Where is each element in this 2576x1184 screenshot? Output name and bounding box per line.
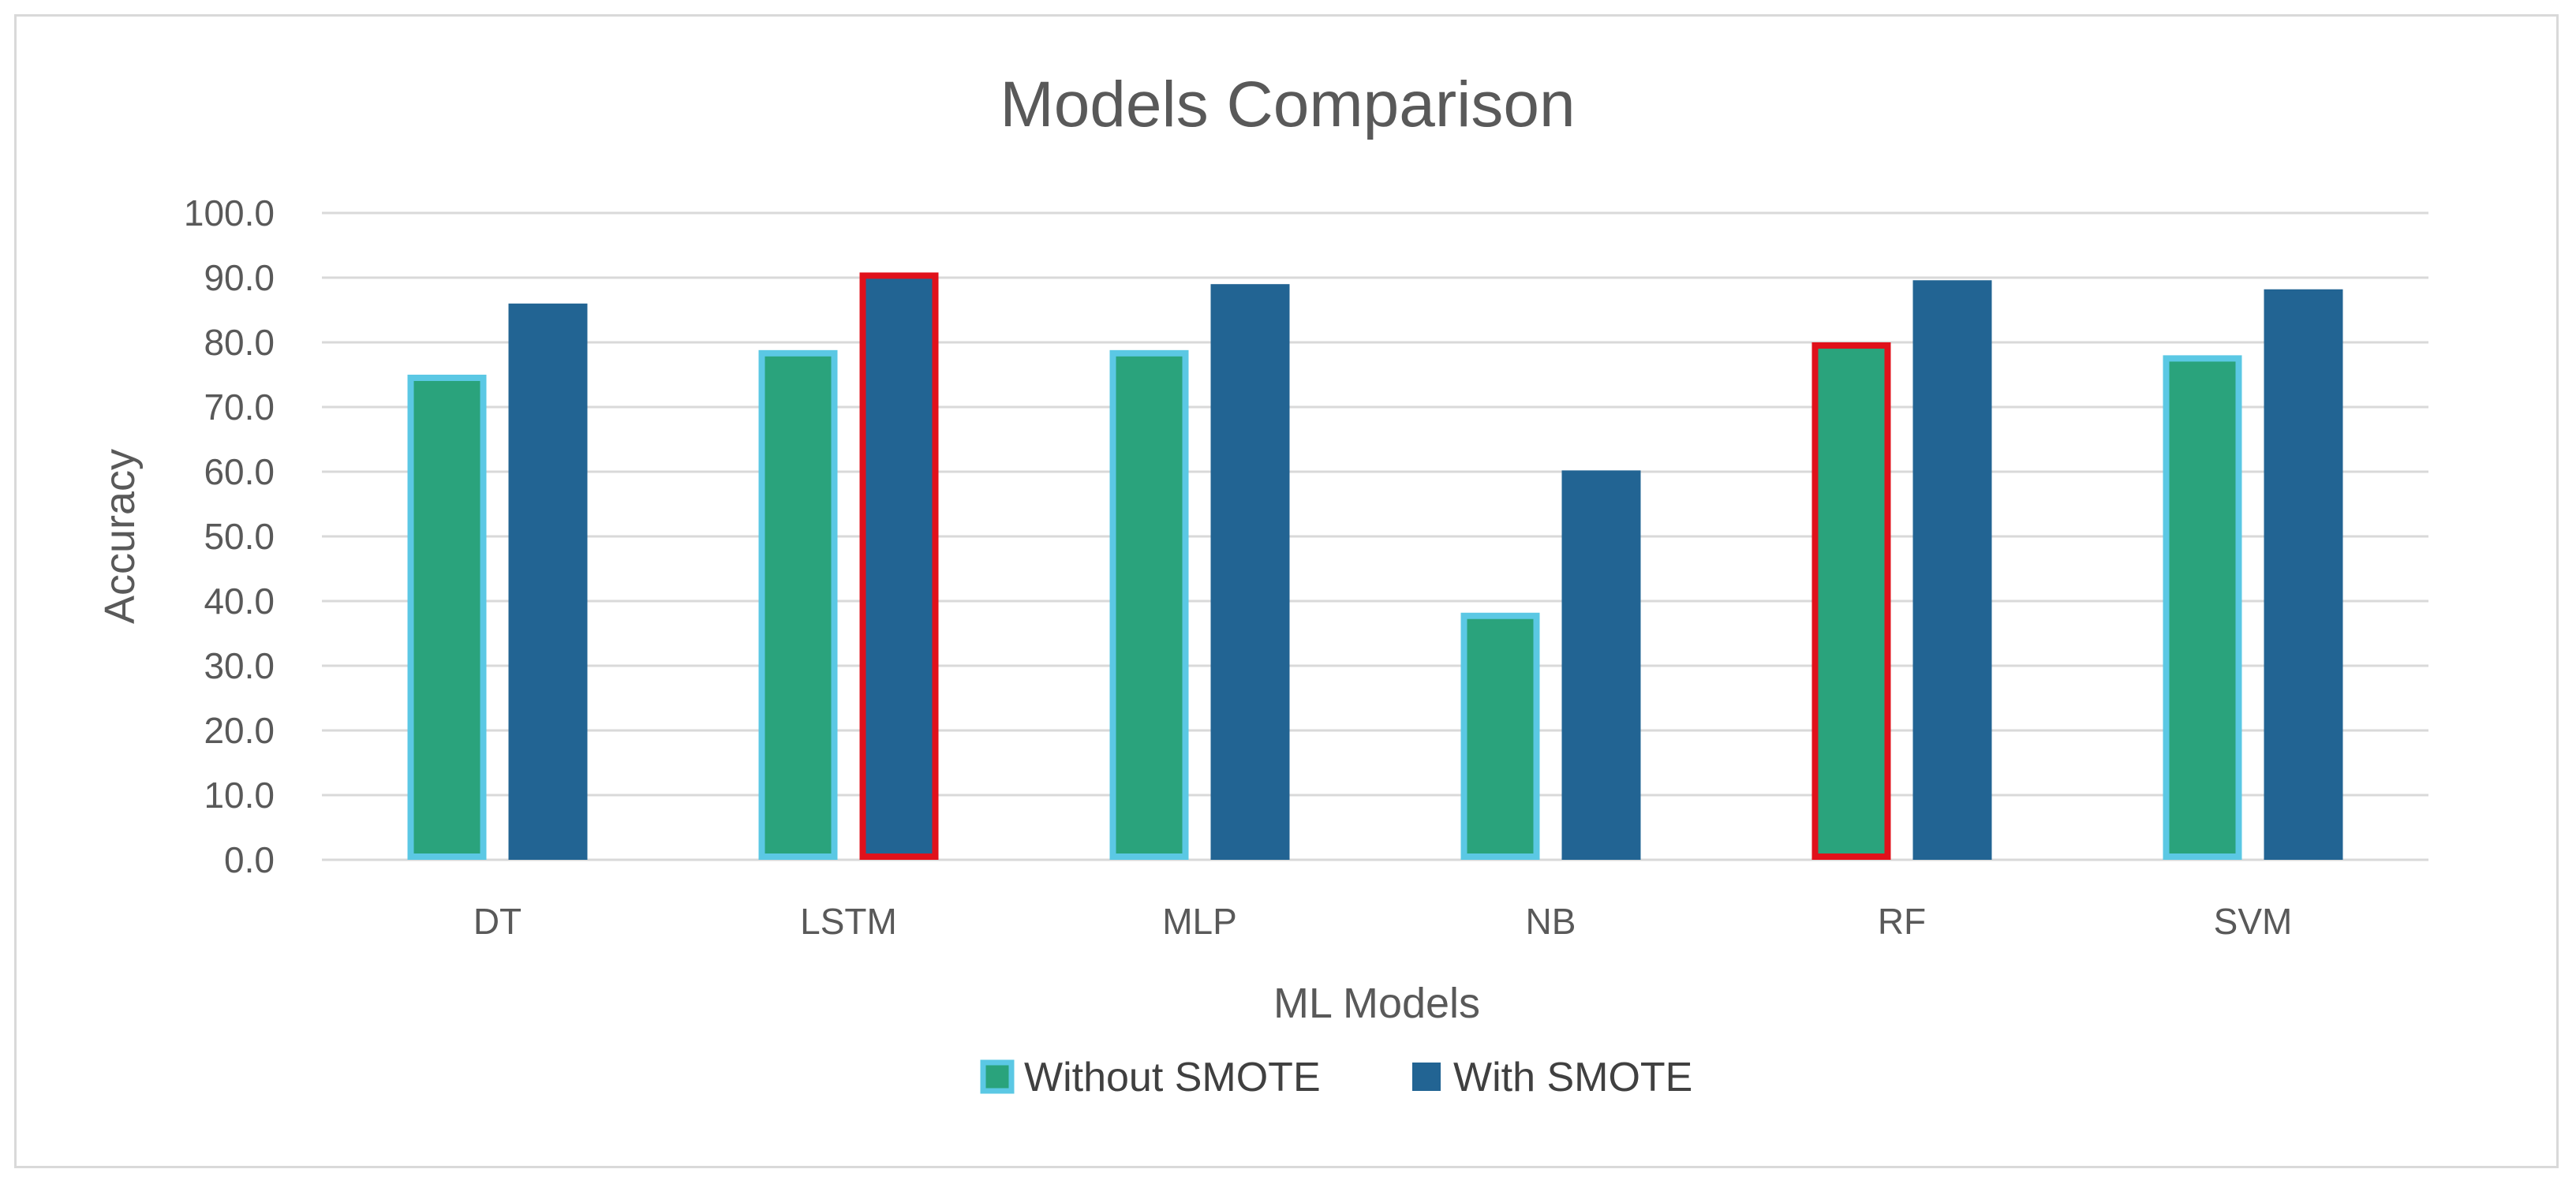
bar-without-smote-dt — [407, 375, 487, 860]
y-tick-label: 100.0 — [184, 192, 275, 233]
y-tick-label: 10.0 — [204, 775, 275, 816]
legend-swatch-with-smote — [1412, 1063, 1441, 1091]
x-tick-label: DT — [473, 901, 522, 942]
chart-title: Models Comparison — [1000, 69, 1575, 140]
bar-without-smote-svm — [2163, 355, 2242, 860]
y-tick-label: 70.0 — [204, 387, 275, 428]
x-tick-label: RF — [1878, 901, 1926, 942]
bar-with-smote-rf — [1912, 280, 1992, 860]
y-tick-label: 20.0 — [204, 710, 275, 751]
x-tick-label: MLP — [1162, 901, 1237, 942]
x-tick-label: SVM — [2214, 901, 2293, 942]
x-tick-label: NB — [1526, 901, 1576, 942]
legend-label-without-smote: Without SMOTE — [1024, 1055, 1321, 1100]
legend-swatch-without-smote — [980, 1059, 1015, 1094]
bar-without-smote-mlp — [1109, 349, 1189, 860]
y-tick-labels: 0.0 10.0 20.0 30.0 40.0 50.0 60.0 70.0 80.0 90.0 1… — [184, 192, 275, 880]
y-tick-label: 80.0 — [204, 322, 275, 363]
x-tick-labels: DT LSTM MLP NB RF SVM — [473, 901, 2293, 942]
y-tick-label: 60.0 — [204, 451, 275, 492]
bar-with-smote-lstm — [859, 272, 939, 860]
bar-with-smote-svm — [2264, 289, 2343, 860]
bars — [407, 272, 2343, 860]
y-tick-label: 50.0 — [204, 516, 275, 557]
gridlines — [322, 211, 2428, 861]
bar-without-smote-nb — [1460, 612, 1540, 860]
x-tick-label: LSTM — [800, 901, 897, 942]
y-tick-label: 90.0 — [204, 257, 275, 298]
bar-with-smote-mlp — [1210, 284, 1290, 860]
y-axis-title: Accuracy — [96, 449, 144, 624]
bar-with-smote-dt — [508, 303, 588, 860]
bar-without-smote-lstm — [758, 349, 838, 860]
legend: Without SMOTE With SMOTE — [980, 1055, 1692, 1100]
bar-with-smote-nb — [1561, 470, 1641, 860]
y-tick-label: 30.0 — [204, 645, 275, 686]
legend-label-with-smote: With SMOTE — [1453, 1055, 1692, 1100]
y-tick-label: 0.0 — [224, 839, 275, 880]
y-tick-label: 40.0 — [204, 581, 275, 622]
x-axis-title: ML Models — [1273, 980, 1480, 1027]
bar-without-smote-rf — [1811, 342, 1891, 860]
